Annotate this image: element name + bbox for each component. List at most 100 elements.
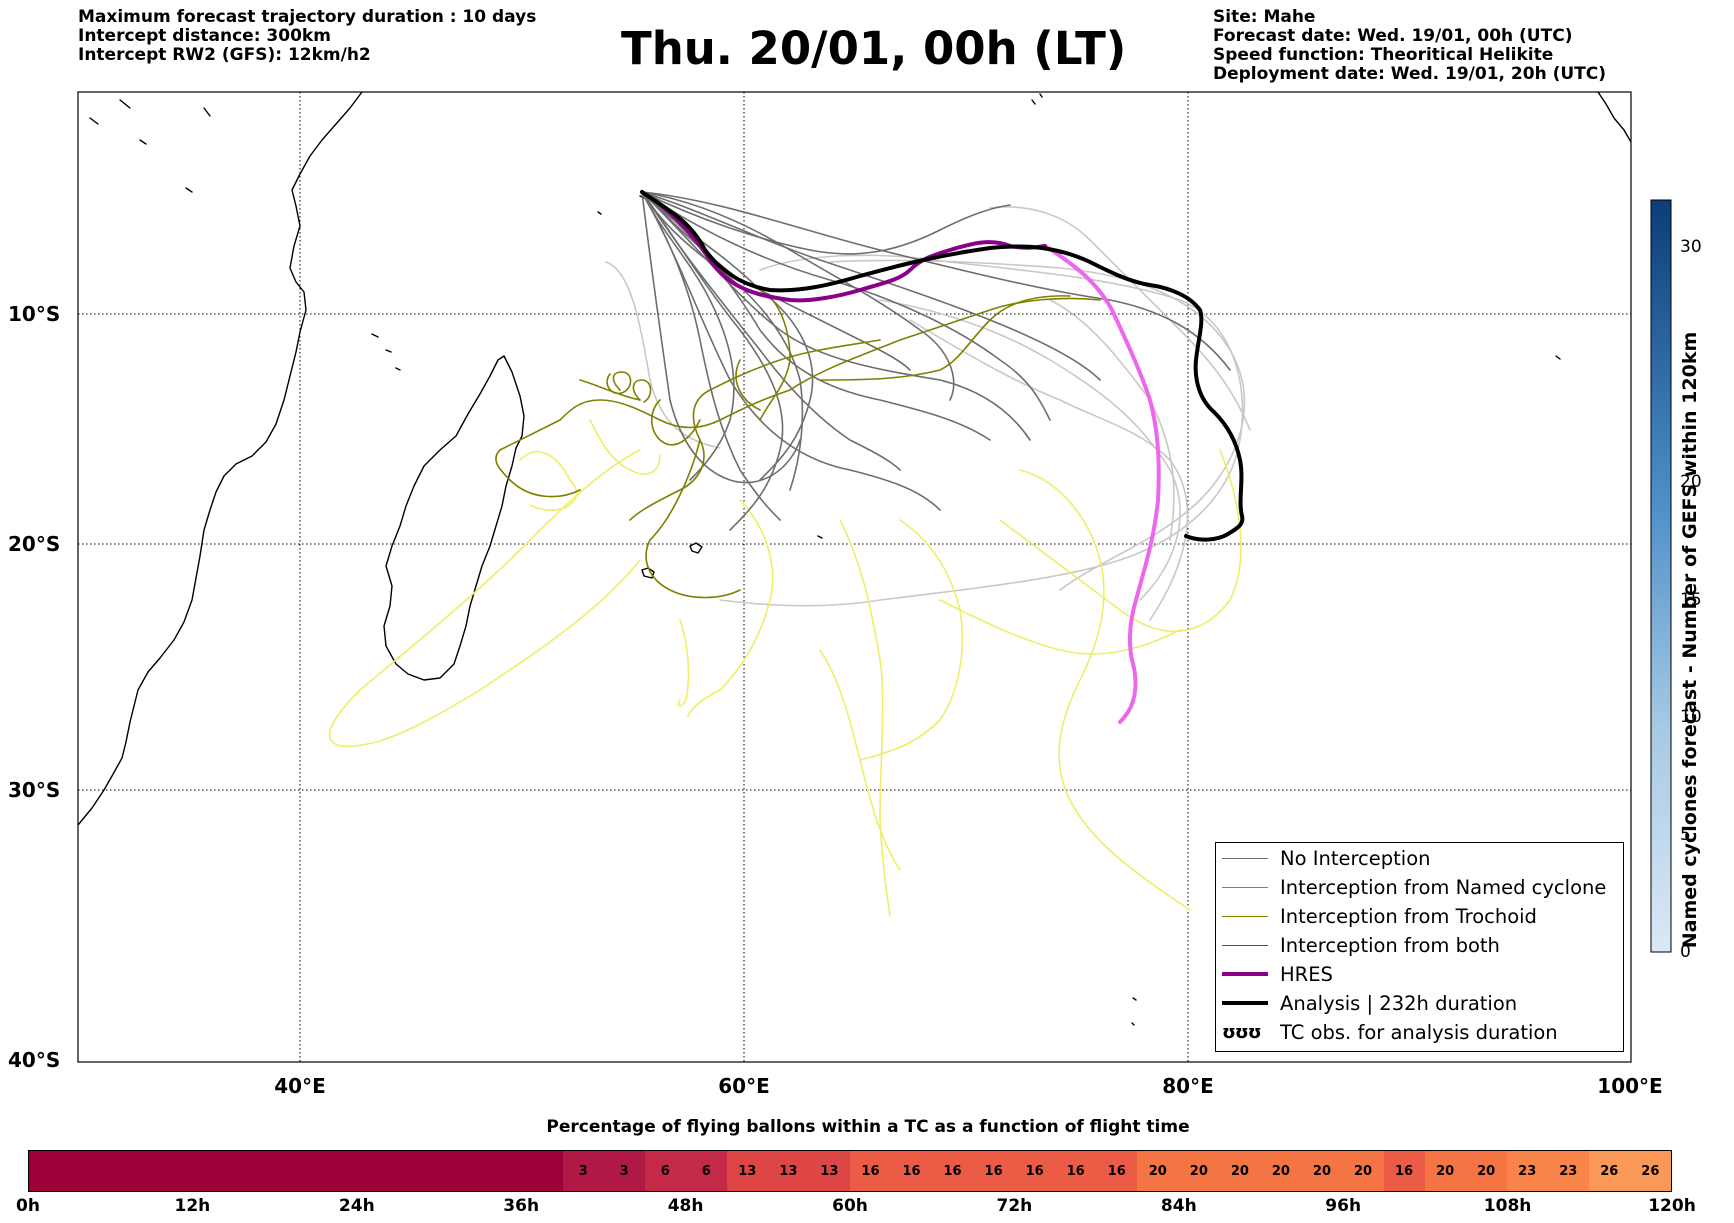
legend-swatch	[1222, 1001, 1268, 1005]
time-bar-cell: 13	[767, 1151, 809, 1191]
time-bar-cell: 6	[644, 1151, 686, 1191]
lat-label-10s: 10°S	[8, 302, 61, 326]
time-bar-cell	[480, 1151, 522, 1191]
lon-label-100: 100°E	[1597, 1074, 1663, 1098]
hres-trajectory	[640, 190, 1047, 303]
time-bar-cell: 16	[1014, 1151, 1056, 1191]
time-bar-label: 24h	[338, 1196, 375, 1216]
time-bar-cell	[70, 1151, 112, 1191]
time-bar-cell: 16	[1383, 1151, 1425, 1191]
time-bar-title: Percentage of flying ballons within a TC…	[546, 1117, 1190, 1137]
legend-label: No Interception	[1280, 846, 1431, 870]
time-bar-label: 60h	[832, 1196, 868, 1216]
legend-label: Interception from both	[1280, 933, 1500, 957]
time-bar-cell	[111, 1151, 153, 1191]
light-yellow-trajectories	[328, 419, 1242, 917]
analysis-trajectory	[640, 190, 1245, 542]
legend-label: TC obs. for analysis duration	[1280, 1020, 1558, 1044]
time-bar-label: 36h	[503, 1196, 540, 1216]
time-percentage-bar: 3 3 6 6 13 13 13 16 16 16 16 16 16 16 20 20 20 20 20 20 16 20…	[28, 1150, 1672, 1192]
legend-item-tc-obs: ʊʊʊ TC obs. for analysis duration	[1222, 1019, 1558, 1045]
legend-swatch	[1222, 915, 1268, 917]
legend-label: HRES	[1280, 962, 1333, 986]
time-bar-cell: 16	[973, 1151, 1015, 1191]
deployment-date-text: Deployment date: Wed. 19/01, 20h (UTC)	[1213, 64, 1607, 84]
time-bar-cell	[521, 1151, 563, 1191]
colorbar-tick-20: 20	[1680, 472, 1702, 492]
legend-label: Interception from Named cyclone	[1280, 875, 1607, 899]
hres-later-trajectory	[1043, 244, 1161, 724]
time-bar-label: 96h	[1325, 1196, 1362, 1216]
time-bar-cell: 20	[1465, 1151, 1507, 1191]
mascarene-islands	[641, 535, 823, 579]
page-title: Thu. 20/01, 00h (LT)	[621, 22, 1127, 75]
africa-coastline	[78, 92, 363, 826]
time-bar-label: 0h	[16, 1196, 40, 1216]
colorbar-tick-15: 15	[1680, 590, 1702, 610]
coastlines	[78, 92, 1631, 1026]
time-bar-cell: 20	[1424, 1151, 1466, 1191]
legend-item-named-cyclone: Interception from Named cyclone	[1222, 874, 1606, 900]
time-bar-cell: 16	[849, 1151, 891, 1191]
legend-item-trochoid: Interception from Trochoid	[1222, 903, 1537, 929]
colorbar-tick-30: 30	[1680, 237, 1702, 257]
indonesia-coastline	[1597, 92, 1631, 143]
madagascar-coastline	[383, 355, 525, 681]
colorbar-title: Named cyclones forecast - Number of GEFS…	[1679, 331, 1701, 949]
olive-trajectories	[495, 289, 1101, 599]
time-bar-cell: 16	[1096, 1151, 1138, 1191]
time-bar-cell: 20	[1342, 1151, 1384, 1191]
time-bar-cell: 16	[932, 1151, 974, 1191]
legend-item-analysis: Analysis | 232h duration	[1222, 990, 1517, 1016]
time-bar-cell	[152, 1151, 194, 1191]
cyclone-colorbar	[1650, 199, 1672, 953]
speed-function-text: Speed function: Theoritical Helikite	[1213, 45, 1554, 65]
time-bar-cell: 20	[1260, 1151, 1302, 1191]
legend-item-hres: HRES	[1222, 961, 1333, 987]
lat-label-20s: 20°S	[8, 532, 61, 556]
comoros-islands	[371, 333, 401, 371]
time-bar-cell: 3	[603, 1151, 645, 1191]
time-bar-cell: 16	[1055, 1151, 1097, 1191]
light-grey-trajectories	[605, 206, 1251, 621]
max-duration-text: Maximum forecast trajectory duration : 1…	[78, 7, 537, 27]
legend-swatch	[1222, 886, 1268, 888]
site-text: Site: Mahe	[1213, 7, 1316, 27]
lat-label-30s: 30°S	[8, 778, 61, 802]
lon-label-60: 60°E	[718, 1074, 770, 1098]
intercept-rw2-text: Intercept RW2 (GFS): 12km/h2	[78, 45, 371, 65]
time-bar-cell: 26	[1588, 1151, 1630, 1191]
time-bar-cell: 3	[562, 1151, 604, 1191]
time-bar-label: 12h	[174, 1196, 211, 1216]
legend-swatch	[1222, 972, 1268, 976]
site-info: Site: Mahe Forecast date: Wed. 19/01, 00…	[1213, 8, 1606, 84]
time-bar-cell: 20	[1178, 1151, 1220, 1191]
maldives-islands	[1031, 93, 1043, 105]
lat-label-40s: 40°S	[8, 1048, 61, 1072]
legend-label: Analysis | 232h duration	[1280, 991, 1518, 1015]
legend-swatch	[1222, 857, 1268, 859]
time-bar-cell: 23	[1506, 1151, 1548, 1191]
time-bar-cell: 20	[1219, 1151, 1261, 1191]
time-bar-cell: 26	[1629, 1151, 1671, 1191]
intercept-distance-text: Intercept distance: 300km	[78, 26, 331, 46]
dark-grey-trajectories	[641, 191, 1231, 531]
grid-lines	[78, 92, 1631, 1062]
time-bar-cell: 20	[1137, 1151, 1179, 1191]
tc-obs-icon: ʊʊʊ	[1222, 1021, 1262, 1043]
time-bar-label: 84h	[1160, 1196, 1197, 1216]
time-bar-label: 72h	[996, 1196, 1033, 1216]
colorbar-tick-10: 10	[1680, 707, 1702, 727]
time-bar-cell	[357, 1151, 399, 1191]
colorbar-tick-5: 5	[1680, 825, 1691, 845]
time-bar-cell	[234, 1151, 276, 1191]
time-bar-cell: 23	[1547, 1151, 1589, 1191]
time-bar-label: 108h	[1483, 1196, 1532, 1216]
forecast-date-text: Forecast date: Wed. 19/01, 00h (UTC)	[1213, 26, 1573, 46]
map-frame	[77, 91, 1632, 1063]
time-bar-cell	[193, 1151, 235, 1191]
time-bar-cell: 16	[890, 1151, 933, 1191]
time-bar-cell	[29, 1151, 71, 1191]
time-bar-cell: 6	[685, 1151, 727, 1191]
